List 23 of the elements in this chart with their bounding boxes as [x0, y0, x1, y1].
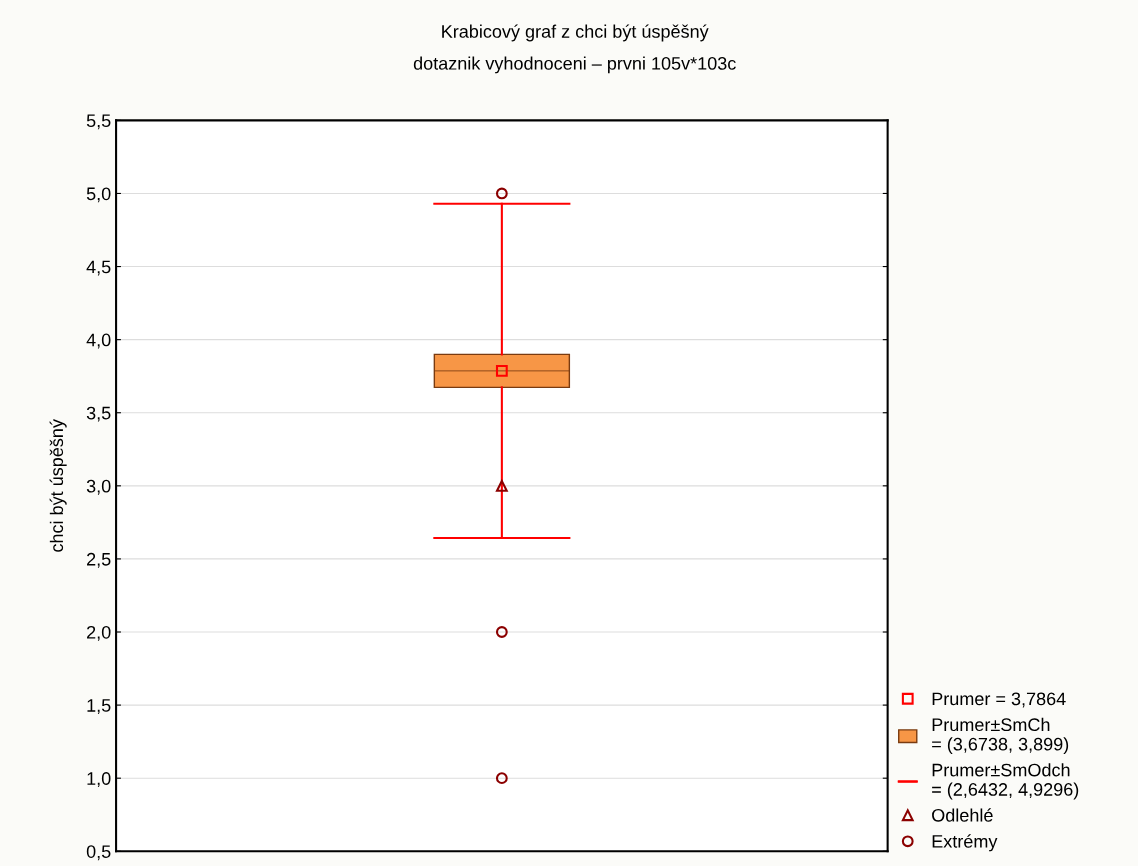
chart-title: Krabicový graf z chci být úspěšný — [442, 24, 709, 42]
point — [495, 187, 508, 200]
point — [495, 626, 508, 638]
legend-label: Extrémy — [932, 834, 998, 852]
chart-subtitle: dotaznik vyhodnoceni – prvni 105v*103c — [413, 56, 736, 74]
y-tick-label: 2,5 — [87, 552, 111, 568]
point — [495, 479, 508, 492]
y-tick-label: 3,0 — [86, 479, 111, 495]
text: Prumer = 3,7864 — [932, 692, 1066, 708]
y-tick-label: 5,0 — [86, 187, 111, 203]
y-tick-label: 5,5 — [86, 114, 111, 130]
point — [495, 772, 508, 785]
y-tick-label: 2,0 — [87, 625, 111, 641]
y-tick-label: 1,5 — [87, 699, 111, 714]
y-tick-label: 4,0 — [86, 333, 111, 349]
y-tick-label: 4,5 — [86, 260, 111, 276]
text: Prumer±SmCh = (3,6738, 3,899) — [932, 717, 1069, 755]
y-tick-label: 1,0 — [87, 772, 111, 788]
y-tick-label: 0,5 — [86, 845, 111, 861]
y-tick-label: 3,5 — [86, 406, 111, 422]
y-axis-title: chci být úspěšný — [49, 419, 67, 552]
legend-label: Odlehlé — [932, 808, 993, 822]
text: Prumer±SmOdch = (2,6432, 4,9296) — [932, 763, 1079, 800]
